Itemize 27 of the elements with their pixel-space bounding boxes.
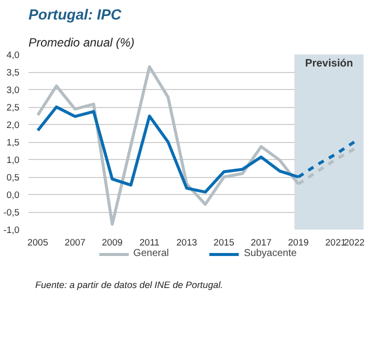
x-tick-label: 2011 bbox=[139, 238, 160, 248]
legend-label: Subyacente bbox=[244, 248, 297, 259]
x-tick-label: 2005 bbox=[27, 238, 48, 248]
x-tick-label: 2022 bbox=[344, 238, 365, 248]
y-tick-label: 0,5 bbox=[6, 172, 20, 182]
y-tick-label: 3,0 bbox=[6, 85, 20, 95]
y-tick-label: 4,0 bbox=[6, 50, 20, 60]
chart-title: Portugal: IPC bbox=[28, 8, 122, 24]
y-tick-label: 1,0 bbox=[6, 155, 20, 165]
x-tick-label: 2017 bbox=[250, 238, 272, 248]
y-tick-label: 0,0 bbox=[6, 190, 20, 200]
y-tick-label: 2,0 bbox=[6, 120, 20, 130]
y-tick-label: 1,5 bbox=[6, 138, 20, 148]
legend-label: General bbox=[133, 248, 169, 259]
source-note: Fuente: a partir de datos del INE de Portugal. bbox=[35, 280, 223, 290]
y-tick-label: -1,0 bbox=[3, 225, 20, 235]
x-tick-label: 2009 bbox=[102, 238, 123, 248]
chart-subtitle: Promedio anual (%) bbox=[28, 36, 135, 50]
y-tick-label: 3,5 bbox=[6, 68, 20, 78]
x-tick-label: 2007 bbox=[64, 238, 86, 248]
x-tick-label: 2013 bbox=[176, 238, 198, 248]
y-tick-label: -0,5 bbox=[3, 208, 20, 218]
x-tick-label: 2019 bbox=[288, 238, 309, 248]
x-tick-label: 2015 bbox=[214, 238, 234, 248]
y-tick-label: 2,5 bbox=[6, 102, 20, 112]
x-tick-label: 2021 bbox=[325, 238, 346, 248]
band-label: Previsión bbox=[305, 58, 354, 70]
